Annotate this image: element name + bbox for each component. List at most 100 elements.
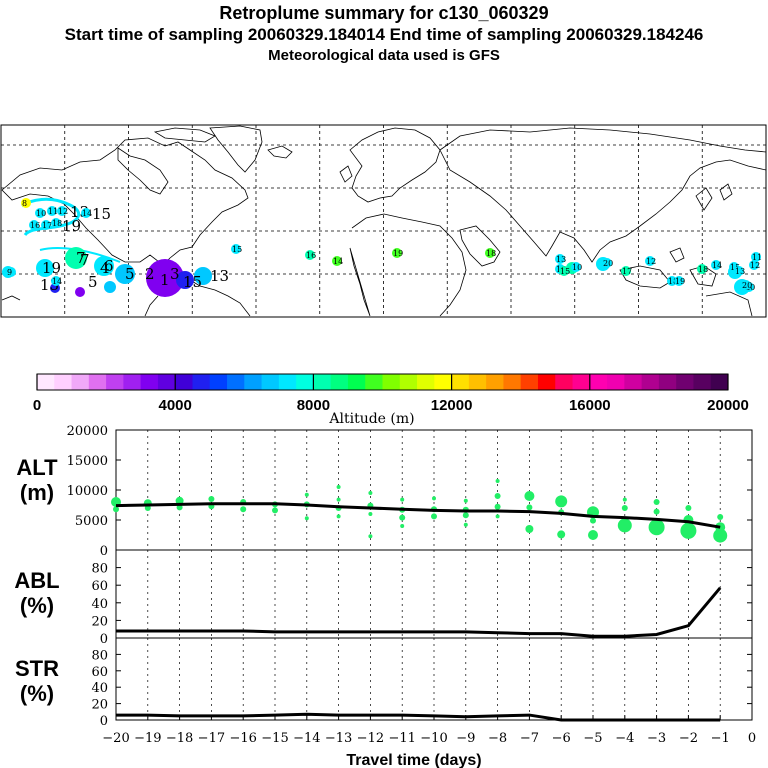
- plume-marker: [47, 206, 57, 216]
- colorbar-tick-label: 0: [33, 397, 41, 414]
- plume-marker: [711, 260, 721, 270]
- scatter-point: [617, 518, 632, 533]
- plume-day-label: 10: [36, 209, 46, 218]
- scatter-point: [208, 496, 215, 502]
- plume-day-label: 9: [7, 268, 12, 277]
- map-gridlines: [1, 125, 766, 317]
- plume-marker: [749, 260, 759, 270]
- scatter-point: [495, 479, 500, 483]
- x-tick-label: −18: [166, 731, 193, 746]
- mean-line: [116, 712, 721, 722]
- y-tick-label: 10000: [67, 484, 108, 499]
- plume-day-label: 19: [62, 217, 81, 235]
- plume-marker: [621, 266, 631, 276]
- scatter-point: [272, 507, 278, 514]
- colorbar-swatch: [192, 374, 211, 390]
- x-tick-label: −16: [229, 731, 256, 746]
- plume-day-label: 18: [698, 265, 708, 274]
- colorbar-swatch: [175, 374, 193, 390]
- plume-blob: [194, 267, 212, 285]
- scatter-point: [432, 496, 436, 501]
- colorbar-swatch: [572, 374, 591, 390]
- mean-line: [116, 586, 722, 638]
- plume-day-label: 13: [556, 255, 566, 264]
- x-tick-label: −12: [357, 731, 384, 746]
- x-tick-label: −4: [615, 731, 634, 746]
- colorbar-swatch: [382, 374, 401, 390]
- plume-marker: [697, 264, 707, 274]
- plume-marker: [51, 276, 61, 286]
- plume-day-label: 3: [170, 265, 180, 283]
- world-map: 9197654213151313147520181614191810201712…: [0, 124, 767, 318]
- x-tick-label: −14: [293, 731, 320, 746]
- y-tick-label: 80: [91, 562, 108, 577]
- colorbar-swatch: [451, 374, 470, 390]
- plume-marker: [231, 244, 241, 254]
- scatter-point: [368, 512, 373, 516]
- colorbar-swatch: [641, 374, 660, 390]
- plume-day-label: 7: [76, 249, 86, 267]
- plume-marker: [392, 248, 402, 258]
- panel-unit: (%): [20, 681, 54, 706]
- scatter-point: [525, 525, 534, 533]
- plume-day-labels: 9197654213151313147520181614191810201712…: [6, 198, 762, 294]
- colorbar-swatch: [313, 374, 332, 390]
- colorbar-swatch: [434, 374, 453, 390]
- x-tick-label: −11: [388, 731, 415, 746]
- x-tick-label: −5: [583, 731, 602, 746]
- plume-day-label: 2: [145, 265, 155, 283]
- plume-marker: [41, 220, 51, 230]
- colorbar-swatch: [244, 374, 263, 390]
- plume-day-label: 13: [210, 267, 229, 285]
- scatter-point: [685, 505, 692, 511]
- y-tick-label: 40: [91, 681, 108, 696]
- scatter-point: [304, 516, 309, 521]
- scatter-point: [113, 506, 119, 513]
- colorbar-tick-label: 12000: [431, 397, 473, 414]
- colorbar-tick-label: 4000: [159, 397, 192, 414]
- chart-title: Retroplume summary for c130_060329: [219, 3, 549, 23]
- plume-day-label: 1: [160, 271, 170, 289]
- x-tick-label: 0: [748, 731, 756, 746]
- colorbar-swatch: [88, 374, 107, 390]
- scatter-point: [400, 497, 405, 502]
- coastlines: [1, 125, 767, 317]
- colorbar-swatch: [520, 374, 539, 390]
- x-tick-label: −15: [261, 731, 288, 746]
- plume-marker: [29, 220, 39, 230]
- plume-day-label: 19: [675, 277, 685, 286]
- colorbar-swatch: [157, 374, 176, 390]
- colorbar-swatch: [676, 374, 694, 390]
- x-tick-label: −13: [325, 731, 352, 746]
- panel-abl: 0 20 40 60 80 ABL(%): [14, 549, 753, 647]
- y-tick-label: 40: [91, 597, 108, 612]
- colorbar-swatch: [589, 374, 608, 390]
- y-tick-label: 0: [100, 544, 108, 559]
- scatter-point: [680, 522, 697, 539]
- plume-marker: [667, 276, 677, 286]
- y-tick-label: 20: [91, 698, 108, 713]
- plume-marker: [81, 208, 91, 218]
- scatter-point: [524, 491, 535, 501]
- colorbar-swatch: [106, 374, 124, 390]
- plume-day-label: 18: [52, 219, 62, 228]
- plume-marker: [734, 266, 744, 276]
- colorbar-swatch: [330, 374, 349, 390]
- y-tick-label: 0: [100, 632, 108, 647]
- x-tick-label: −7: [520, 731, 539, 746]
- plume-day-label: 19: [393, 249, 403, 258]
- x-axis-label: Travel time (days): [346, 752, 481, 768]
- scatter-point: [555, 495, 568, 508]
- scatter-point: [557, 530, 566, 539]
- plume-day-label: 12: [58, 207, 68, 216]
- scatter-point: [653, 499, 660, 505]
- plume-day-label: 15: [232, 245, 242, 254]
- plume-blob: [75, 287, 85, 297]
- plume-marker: [741, 280, 751, 290]
- scatter-point: [717, 514, 724, 520]
- scatter-point: [526, 504, 533, 511]
- colorbar-swatch: [54, 374, 73, 390]
- source-blob: [146, 259, 184, 297]
- x-tick-label: −6: [552, 731, 571, 746]
